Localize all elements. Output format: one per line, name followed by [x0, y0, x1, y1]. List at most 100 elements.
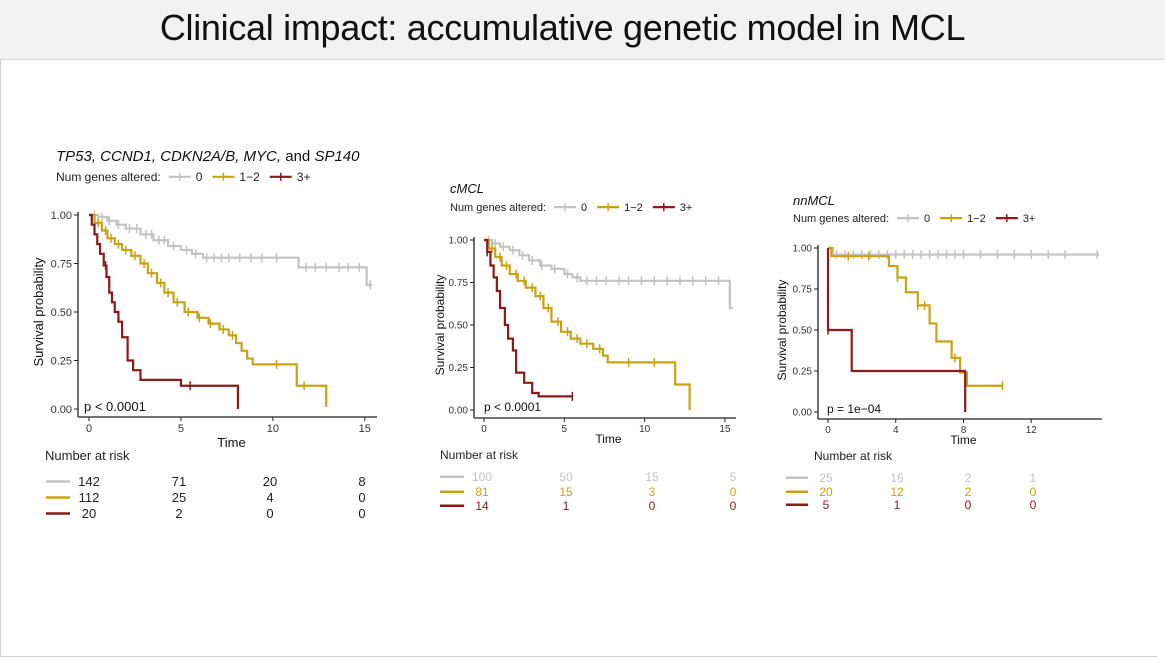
legend-title: Num genes altered: — [450, 202, 546, 214]
km-curve-0 — [89, 213, 373, 286]
risk-cell: 15 — [559, 485, 573, 499]
y-tick-label: 0.25 — [51, 355, 72, 367]
risk-cell: 5 — [730, 470, 737, 484]
x-tick-label: 12 — [1026, 425, 1038, 436]
legend-label-2: 3+ — [297, 170, 311, 184]
legend-label-0: 0 — [581, 202, 587, 214]
p-value: p < 0.0001 — [84, 399, 146, 414]
km-curve-1 — [828, 246, 1003, 387]
x-tick-label: 4 — [893, 425, 899, 436]
km-panel-cmcl: cMCL Num genes altered: 0 1−2 3+ 0.00 0.25 0.50… — [433, 181, 737, 513]
risk-cell: 0 — [730, 499, 737, 513]
risk-cell: 4 — [266, 490, 273, 505]
km-curve-2 — [484, 238, 573, 398]
series-1 — [89, 213, 328, 408]
y-tick-label: 0.00 — [449, 406, 469, 417]
x-tick-label: 15 — [719, 424, 731, 435]
slide-title: Clinical impact: accumulative genetic mo… — [159, 7, 966, 48]
risk-cell: 0 — [358, 490, 365, 505]
risk-cell: 3 — [649, 485, 656, 499]
risk-cell: 50 — [559, 470, 573, 484]
y-tick-label: 0.00 — [51, 404, 72, 416]
title-bar: Clinical impact: accumulative genetic mo… — [0, 0, 1165, 60]
y-axis-label: Survival probability — [775, 280, 789, 381]
legend: Num genes altered: 0 1−2 3+ — [450, 202, 692, 214]
legend: Num genes altered: 0 1−2 3+ — [793, 213, 1035, 225]
risk-cell: 16 — [890, 471, 904, 485]
legend: Num genes altered: 0 1−2 3+ — [56, 170, 310, 184]
x-tick-label: 10 — [267, 423, 279, 435]
km-panel-nnmcl: nnMCL Num genes altered: 0 1−2 3+ 0.00 0.25 0.5… — [775, 193, 1102, 512]
risk-cell: 25 — [819, 471, 833, 485]
risk-cell: 0 — [1030, 485, 1037, 499]
legend-label-0: 0 — [924, 213, 930, 225]
x-tick-label: 8 — [961, 425, 967, 436]
y-tick-label: 1.00 — [449, 236, 469, 247]
risk-cell: 0 — [649, 499, 656, 513]
p-value: p < 0.0001 — [484, 400, 541, 414]
risk-cell: 71 — [172, 474, 186, 489]
panel-title: TP53, CCND1, CDKN2A/B, MYC, and SP140 — [56, 148, 360, 165]
p-value: p = 1e−04 — [827, 402, 881, 416]
scrollbar[interactable] — [1157, 60, 1165, 657]
km-curve-1 — [484, 238, 691, 410]
risk-cell: 25 — [172, 490, 186, 505]
km-panel-all: TP53, CCND1, CDKN2A/B, MYC, and SP140 Num… — [31, 148, 377, 521]
risk-cell: 2 — [965, 485, 972, 499]
risk-cell: 100 — [472, 470, 492, 484]
panel-title: cMCL — [450, 181, 484, 196]
y-axis-label: Survival probability — [433, 275, 447, 376]
risk-cell: 14 — [475, 499, 489, 513]
y-axis-label: Survival probability — [31, 257, 46, 367]
risk-table-title: Number at risk — [45, 448, 130, 463]
risk-cell: 0 — [266, 506, 273, 521]
y-tick-label: 0.25 — [793, 367, 813, 378]
legend-label-2: 3+ — [680, 202, 693, 214]
km-curve-1 — [89, 213, 328, 408]
risk-cell: 1 — [894, 498, 901, 512]
risk-cell: 20 — [263, 474, 277, 489]
y-tick-label: 0.50 — [449, 321, 469, 332]
risk-cell: 0 — [358, 506, 365, 521]
axes: 0.00 0.25 0.50 0.75 1.00 0 5 10 15 Time Survival p… — [433, 236, 736, 446]
y-tick-label: 0.50 — [51, 307, 72, 319]
legend-title: Num genes altered: — [793, 213, 889, 225]
series-0 — [484, 235, 733, 310]
y-tick-label: 0.75 — [51, 258, 72, 270]
legend-label-1: 1−2 — [239, 170, 260, 184]
risk-cell: 5 — [823, 498, 830, 512]
x-tick-label: 10 — [639, 424, 651, 435]
risk-cell: 12 — [890, 485, 904, 499]
risk-cell: 2 — [965, 471, 972, 485]
risk-cell: 2 — [175, 506, 182, 521]
risk-cell: 20 — [82, 506, 96, 521]
legend-label-1: 1−2 — [967, 213, 986, 225]
series-2 — [484, 238, 574, 401]
series-1 — [484, 238, 691, 410]
x-tick-label: 15 — [359, 423, 371, 435]
risk-cell: 1 — [563, 499, 570, 513]
y-tick-label: 0.25 — [449, 363, 469, 374]
axes: 0.00 0.25 0.50 0.75 1.00 0 5 10 15 Time Survival p… — [31, 210, 377, 450]
legend-title: Num genes altered: — [56, 170, 161, 184]
y-tick-label: 0.75 — [449, 278, 469, 289]
series-2 — [89, 213, 240, 409]
x-tick-label: 0 — [825, 425, 831, 436]
km-curve-2 — [89, 213, 240, 409]
risk-cell: 142 — [78, 474, 100, 489]
km-curve-0 — [484, 238, 733, 310]
risk-cell: 0 — [730, 485, 737, 499]
risk-cell: 0 — [1030, 498, 1037, 512]
axes: 0.00 0.25 0.50 0.75 1.00 0 4 8 12 Time Survival pr… — [775, 244, 1102, 447]
risk-table-title: Number at risk — [814, 449, 893, 463]
y-tick-label: 0.75 — [793, 285, 813, 296]
legend-label-1: 1−2 — [624, 202, 643, 214]
panel-title: nnMCL — [793, 193, 835, 208]
risk-cell: 1 — [1030, 471, 1037, 485]
x-tick-label: 5 — [562, 424, 568, 435]
x-tick-label: 0 — [481, 424, 487, 435]
series-0 — [89, 210, 373, 290]
y-tick-label: 0.00 — [793, 408, 813, 419]
